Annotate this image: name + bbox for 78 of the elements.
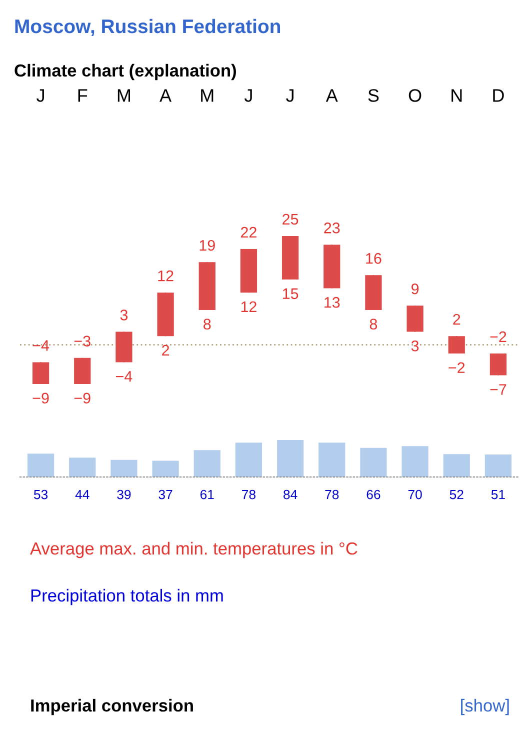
data-label: 37 <box>158 490 172 500</box>
x-tick-label: J <box>36 89 44 102</box>
bar <box>318 442 346 477</box>
annotation: 19 <box>200 240 215 251</box>
candlestick <box>365 274 382 311</box>
annotation: −4 <box>32 340 50 351</box>
x-tick-label: D <box>493 89 504 102</box>
text: [show] <box>461 698 509 716</box>
annotation: 8 <box>204 318 211 330</box>
x-tick-label: N <box>452 89 462 102</box>
annotation: −4 <box>116 371 132 382</box>
x-tick-label: A <box>326 89 338 102</box>
candlestick <box>157 292 174 337</box>
text: Precipitation totals in mm <box>31 588 223 606</box>
x-tick-label: J <box>244 89 252 102</box>
candlestick <box>282 236 299 280</box>
bar <box>152 460 179 477</box>
data-label: 66 <box>366 490 380 500</box>
annotation: 8 <box>370 318 378 330</box>
annotation: −2 <box>448 362 465 373</box>
bar <box>69 458 96 477</box>
candlestick <box>32 362 50 384</box>
x-tick-label: M <box>201 89 214 102</box>
annotation: 9 <box>412 283 419 294</box>
candlestick <box>448 335 465 354</box>
annotation: 25 <box>282 214 298 225</box>
annotation: −2 <box>490 331 506 342</box>
x-tick-label: S <box>368 89 379 102</box>
candlestick <box>406 304 424 332</box>
candlestick <box>490 352 507 376</box>
x-tick-label: A <box>160 89 172 102</box>
annotation: −7 <box>490 384 506 395</box>
bar <box>27 454 54 477</box>
data-label: 53 <box>34 490 48 500</box>
data-label: 39 <box>117 490 131 500</box>
x-tick-label: F <box>78 89 88 102</box>
data-label: 78 <box>242 490 256 500</box>
annotation: 23 <box>324 222 340 234</box>
bar <box>402 446 428 477</box>
bar <box>110 460 138 477</box>
bar <box>276 440 304 477</box>
candlestick <box>198 261 216 311</box>
annotation: 16 <box>366 253 382 264</box>
bar <box>235 442 262 477</box>
candlestick <box>116 331 132 363</box>
data-label: 78 <box>325 490 339 500</box>
x-tick-label: O <box>408 89 422 102</box>
chart-title: Moscow, Russian Federation <box>15 18 280 36</box>
data-label: 44 <box>75 490 90 500</box>
text: Imperial conversion <box>31 698 193 716</box>
data-label: 84 <box>284 490 298 500</box>
annotation: −3 <box>74 336 90 347</box>
annotation: 12 <box>241 301 256 312</box>
data-label: 52 <box>450 490 464 500</box>
candlestick <box>324 244 340 289</box>
text: Average max. and min. temperatures in °C <box>30 542 358 558</box>
annotation: −9 <box>74 392 90 404</box>
annotation: 2 <box>453 314 460 325</box>
data-label: 70 <box>408 490 422 500</box>
x-tick-label: J <box>286 89 294 102</box>
annotation: 22 <box>240 226 256 238</box>
x-tick-label: M <box>118 89 130 102</box>
data-label: 61 <box>200 490 214 500</box>
bar <box>443 454 470 477</box>
bar <box>360 448 387 477</box>
annotation: 12 <box>158 270 174 282</box>
bar <box>194 450 220 477</box>
bar <box>484 454 512 477</box>
candlestick <box>74 357 91 384</box>
annotation: 2 <box>162 344 170 356</box>
chart-subtitle: Climate chart (explanation) <box>14 64 236 80</box>
candlestick <box>240 248 258 294</box>
annotation: 3 <box>411 340 419 352</box>
data-label: 51 <box>491 490 505 500</box>
annotation: 15 <box>282 288 298 300</box>
annotation: 3 <box>120 310 128 320</box>
annotation: 13 <box>324 296 340 308</box>
annotation: −9 <box>32 392 49 404</box>
